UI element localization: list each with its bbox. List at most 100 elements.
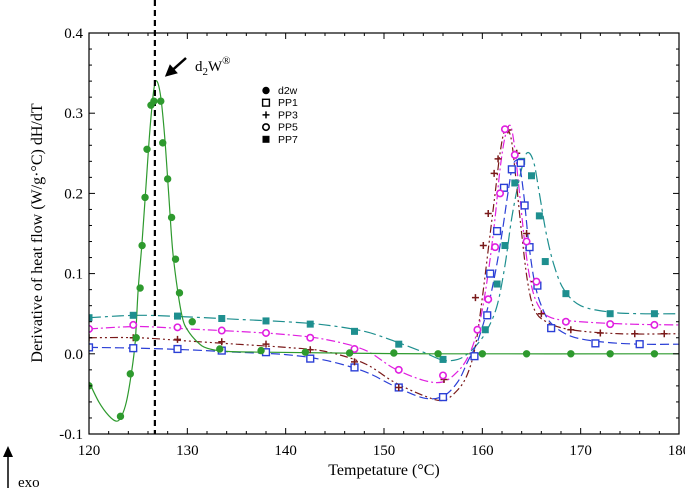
y-tick-label: -0.1 bbox=[59, 427, 83, 443]
data-point-pp1 bbox=[516, 158, 525, 168]
data-point-d2w bbox=[159, 139, 167, 147]
data-point-pp1 bbox=[486, 269, 495, 278]
series-line-pp5 bbox=[89, 124, 679, 384]
peak-annotation-label: d2W® bbox=[195, 55, 231, 78]
data-point-d2w bbox=[150, 97, 158, 105]
legend-label-pp7: PP7 bbox=[278, 134, 298, 146]
x-tick-label: 170 bbox=[569, 443, 592, 459]
data-point-pp1 bbox=[547, 324, 556, 333]
data-point-pp5 bbox=[532, 277, 541, 286]
data-point-pp1 bbox=[438, 393, 448, 402]
data-point-d2w bbox=[136, 284, 144, 292]
data-point-pp5 bbox=[350, 344, 359, 353]
data-point-pp3 bbox=[523, 230, 531, 237]
data-point-pp1 bbox=[129, 344, 138, 353]
data-point-d2w bbox=[126, 370, 134, 378]
data-point-pp3 bbox=[471, 294, 479, 302]
data-point-d2w bbox=[434, 350, 442, 358]
data-point-pp3 bbox=[596, 329, 604, 337]
y-tick-label: 0.3 bbox=[64, 106, 83, 122]
data-point-d2w bbox=[345, 349, 354, 357]
plot-background bbox=[89, 33, 679, 434]
data-point-pp3 bbox=[479, 242, 487, 250]
data-point-pp5 bbox=[606, 320, 615, 329]
data-point-pp1 bbox=[492, 226, 502, 236]
x-axis-title: Tempetature (°C) bbox=[328, 462, 439, 479]
series-line-pp1 bbox=[89, 159, 679, 400]
x-tick-label: 120 bbox=[78, 443, 101, 459]
data-point-d2w bbox=[175, 289, 184, 297]
data-point-pp5 bbox=[650, 320, 659, 329]
data-point-pp7 bbox=[481, 326, 489, 334]
data-point-pp3 bbox=[660, 330, 668, 338]
y-tick-label: 0.2 bbox=[64, 186, 83, 202]
data-point-pp3 bbox=[484, 209, 492, 217]
data-point-d2w bbox=[606, 350, 614, 358]
data-point-pp5 bbox=[394, 365, 403, 374]
data-point-pp7 bbox=[129, 311, 137, 319]
data-point-d2w bbox=[301, 348, 310, 356]
legend-marker-pp5 bbox=[261, 123, 270, 132]
data-point-pp1 bbox=[635, 340, 644, 349]
data-point-pp5 bbox=[217, 326, 226, 335]
data-point-d2w bbox=[650, 350, 659, 358]
data-point-pp3 bbox=[490, 169, 498, 177]
data-point-pp7 bbox=[650, 310, 658, 318]
data-point-pp3 bbox=[631, 330, 639, 338]
x-tick-label: 140 bbox=[274, 443, 297, 459]
annotation-arrow-shaft bbox=[172, 57, 187, 71]
exo-indicator: exo bbox=[3, 446, 40, 491]
data-point-pp5 bbox=[473, 325, 482, 334]
data-point-d2w bbox=[163, 175, 172, 183]
data-point-pp1 bbox=[173, 344, 182, 354]
data-point-pp5 bbox=[261, 328, 270, 337]
legend-marker-pp3 bbox=[262, 111, 270, 119]
data-point-pp3 bbox=[174, 335, 181, 343]
annotation-superscript: ® bbox=[222, 55, 230, 67]
exo-label: exo bbox=[18, 475, 40, 491]
data-point-pp7 bbox=[306, 320, 314, 328]
x-tick-label: 130 bbox=[176, 443, 199, 459]
annotation-subscript: 2 bbox=[203, 66, 209, 78]
data-point-pp5 bbox=[491, 243, 500, 252]
legend-marker-pp7 bbox=[262, 135, 270, 143]
data-point-d2w bbox=[390, 349, 398, 357]
annotation-rest: W bbox=[208, 59, 223, 75]
data-point-pp5 bbox=[510, 150, 519, 159]
data-point-d2w bbox=[567, 350, 575, 358]
data-point-pp7 bbox=[535, 212, 543, 220]
data-point-pp3 bbox=[395, 383, 403, 391]
series-line-pp7 bbox=[89, 151, 679, 362]
data-point-d2w bbox=[522, 350, 531, 358]
data-point-d2w bbox=[138, 241, 146, 250]
data-point-pp7 bbox=[439, 355, 447, 363]
legend-label-pp1: PP1 bbox=[278, 97, 298, 109]
data-point-pp3 bbox=[494, 155, 502, 163]
legend-label-pp3: PP3 bbox=[278, 109, 298, 121]
data-point-pp5 bbox=[496, 189, 505, 198]
y-axis-title: Derivative of heat flow (W/g·°C) dH/dT bbox=[29, 103, 46, 362]
data-point-pp7 bbox=[218, 315, 226, 323]
data-point-d2w bbox=[257, 346, 265, 355]
data-point-d2w bbox=[478, 350, 487, 358]
data-point-pp1 bbox=[483, 311, 492, 320]
data-point-pp1 bbox=[306, 354, 315, 363]
data-point-pp5 bbox=[561, 317, 570, 326]
annotation-main: d bbox=[195, 59, 203, 75]
legend-marker-pp1 bbox=[261, 98, 271, 107]
data-point-pp7 bbox=[527, 172, 535, 180]
data-point-pp5 bbox=[306, 333, 315, 342]
data-point-pp5 bbox=[500, 125, 509, 134]
legend-marker-d2w bbox=[262, 86, 270, 95]
data-point-pp3 bbox=[262, 340, 270, 348]
data-point-pp1 bbox=[591, 339, 600, 348]
data-point-pp7 bbox=[174, 312, 182, 320]
series-line-d2w bbox=[89, 80, 679, 422]
data-point-pp3 bbox=[218, 338, 226, 346]
data-point-d2w bbox=[141, 193, 149, 202]
y-tick-label: 0.0 bbox=[64, 347, 83, 363]
data-point-d2w bbox=[216, 345, 224, 353]
data-point-pp5 bbox=[173, 323, 182, 332]
data-point-pp7 bbox=[511, 179, 519, 187]
